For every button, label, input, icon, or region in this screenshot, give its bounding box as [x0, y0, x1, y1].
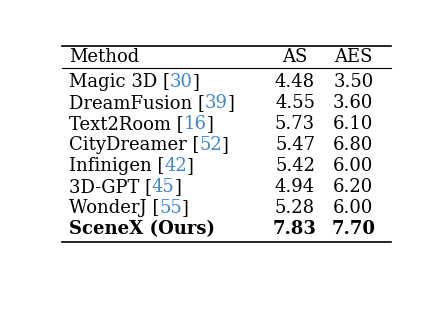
Text: 5.73: 5.73 — [275, 115, 315, 133]
Text: 6.80: 6.80 — [333, 136, 373, 154]
Text: CityDreamer [: CityDreamer [ — [69, 136, 199, 154]
Text: 6.00: 6.00 — [333, 199, 373, 217]
Text: 5.28: 5.28 — [275, 199, 315, 217]
Text: ]: ] — [222, 136, 229, 154]
Text: 6.20: 6.20 — [333, 178, 373, 196]
Text: 16: 16 — [183, 115, 206, 133]
Text: 5.42: 5.42 — [275, 157, 315, 175]
Text: 52: 52 — [199, 136, 222, 154]
Text: 6.00: 6.00 — [333, 157, 373, 175]
Text: 45: 45 — [152, 178, 175, 196]
Text: Text2Room [: Text2Room [ — [69, 115, 183, 133]
Text: WonderJ [: WonderJ [ — [69, 199, 159, 217]
Text: 55: 55 — [159, 199, 182, 217]
Text: SceneΧ (Ours): SceneΧ (Ours) — [69, 220, 215, 238]
Text: DreamFusion [: DreamFusion [ — [69, 94, 205, 112]
Text: 39: 39 — [205, 94, 228, 112]
Text: ]: ] — [182, 199, 189, 217]
Text: Magic 3D [: Magic 3D [ — [69, 73, 170, 91]
Text: ]: ] — [175, 178, 182, 196]
Text: AES: AES — [334, 48, 373, 66]
Text: 30: 30 — [170, 73, 193, 91]
Text: ]: ] — [206, 115, 213, 133]
Text: 6.10: 6.10 — [333, 115, 373, 133]
Text: 3.60: 3.60 — [333, 94, 373, 112]
Text: ]: ] — [228, 94, 235, 112]
Text: Infinigen [: Infinigen [ — [69, 157, 164, 175]
Text: 7.83: 7.83 — [273, 220, 317, 238]
Text: ]: ] — [193, 73, 200, 91]
Text: 7.70: 7.70 — [331, 220, 375, 238]
Text: AS: AS — [282, 48, 308, 66]
Text: ]: ] — [187, 157, 194, 175]
Text: 4.55: 4.55 — [275, 94, 315, 112]
Text: Method: Method — [69, 48, 139, 66]
Text: 3D-GPT [: 3D-GPT [ — [69, 178, 152, 196]
Text: 42: 42 — [164, 157, 187, 175]
Text: 5.47: 5.47 — [275, 136, 315, 154]
Text: 4.94: 4.94 — [275, 178, 315, 196]
Text: 3.50: 3.50 — [333, 73, 373, 91]
Text: 4.48: 4.48 — [275, 73, 315, 91]
